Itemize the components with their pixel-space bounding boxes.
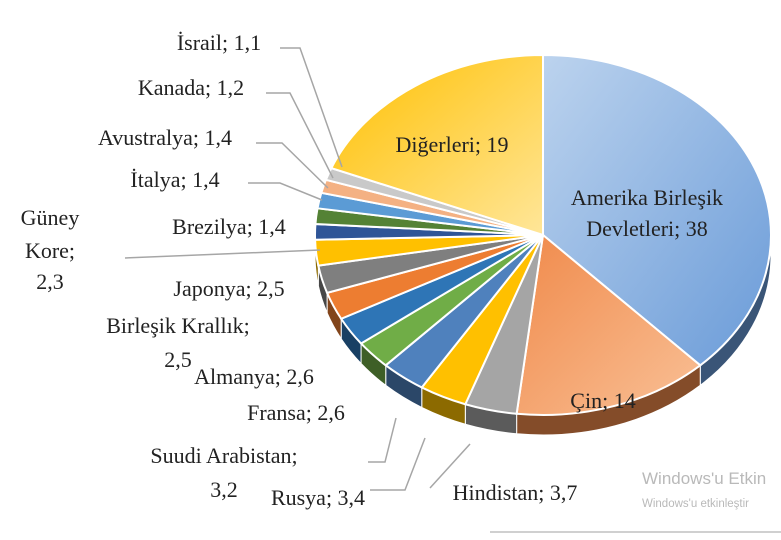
leader-line [125,250,320,258]
slice-label: Avustralya; 1,4 [98,125,232,150]
slice-label: 2,3 [36,269,64,294]
slice-label: Birleşik Krallık; [106,313,250,338]
slice-label: Suudi Arabistan; [150,443,297,468]
slice-label: Devletleri; 38 [586,216,708,241]
slice-label: Çin; 14 [570,388,635,413]
leader-line [248,183,322,200]
slice-label: Hindistan; 3,7 [453,480,578,505]
slice-label: Rusya; 3,4 [271,485,365,510]
slice-label: Brezilya; 1,4 [172,214,286,239]
slice-label: Amerika Birleşik [571,185,723,210]
leader-line [368,418,396,462]
watermark-title: Windows'u Etkin [642,469,766,488]
slice-label: 3,2 [210,477,238,502]
slice-label: İtalya; 1,4 [130,167,219,192]
slice-label: Japonya; 2,5 [173,276,284,301]
leader-line [370,438,425,490]
leader-line [256,143,328,188]
slice-label: Kore; [25,238,75,263]
slice-label: Güney [21,205,80,230]
slice-label: 2,5 [164,347,192,372]
leader-line [266,93,333,178]
slice-label: Almanya; 2,6 [194,364,314,389]
slice-label: Kanada; 1,2 [138,75,244,100]
slice-label: Fransa; 2,6 [247,400,345,425]
watermark-subtitle: Windows'u etkinleştir [642,498,749,510]
slice-label: Diğerleri; 19 [395,132,508,157]
slice-label: İsrail; 1,1 [177,30,261,55]
